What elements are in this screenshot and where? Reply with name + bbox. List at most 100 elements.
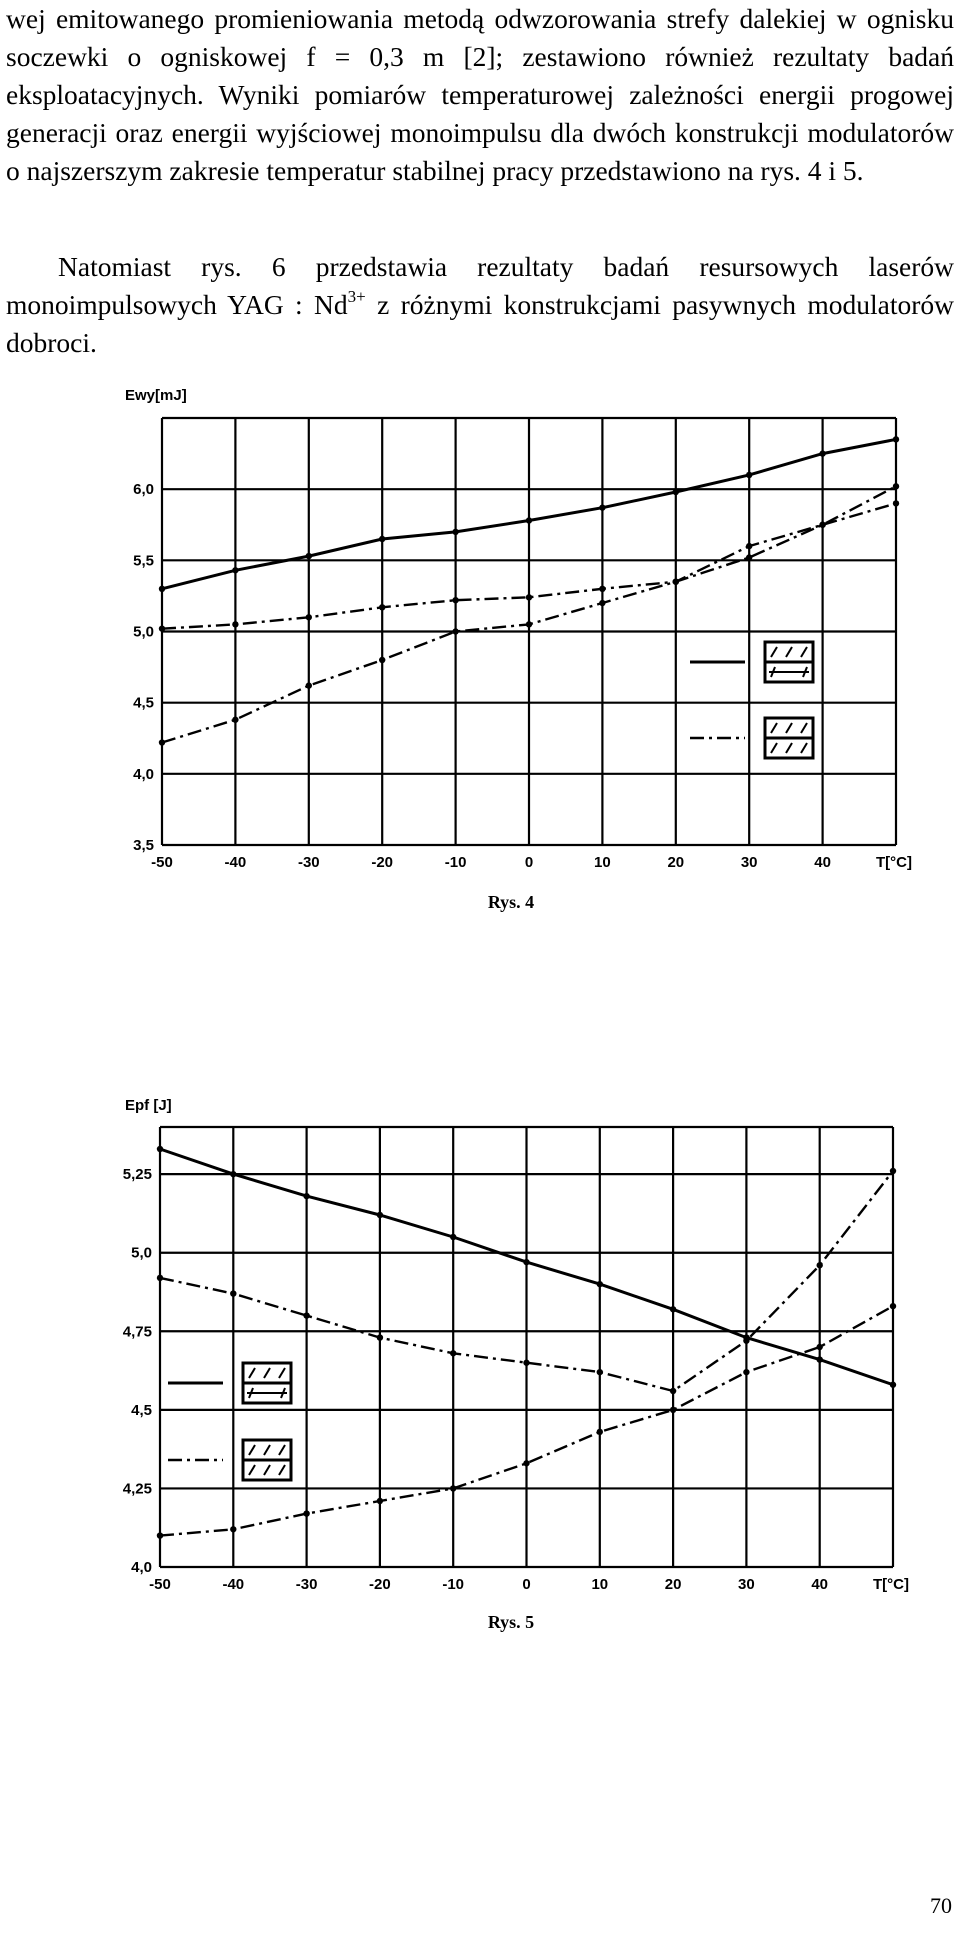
modulator-icon bbox=[763, 640, 815, 684]
data-point bbox=[669, 1306, 677, 1313]
data-point bbox=[743, 1337, 750, 1344]
data-point bbox=[376, 1211, 384, 1219]
data-point bbox=[450, 1350, 457, 1357]
data-point bbox=[232, 716, 239, 723]
data-point bbox=[452, 628, 459, 635]
y-tick-label: 3,5 bbox=[133, 837, 154, 854]
curves-rys-5 bbox=[156, 1145, 897, 1539]
data-point bbox=[232, 567, 239, 574]
x-tick-label: -20 bbox=[371, 854, 393, 871]
curves-rys-4 bbox=[158, 436, 900, 746]
paragraph-1: wej emitowanego promieniowania metodą od… bbox=[6, 3, 954, 186]
x-tick-label: 0 bbox=[522, 1576, 530, 1593]
data-point bbox=[523, 1359, 530, 1366]
data-point bbox=[889, 1381, 897, 1388]
data-point bbox=[596, 1280, 603, 1288]
data-point bbox=[450, 1233, 457, 1241]
x-tick-label: -10 bbox=[442, 1576, 464, 1593]
modulator-icon bbox=[241, 1361, 293, 1405]
data-point bbox=[669, 1406, 677, 1414]
data-point bbox=[596, 1368, 603, 1376]
superscript-3plus: 3+ bbox=[347, 287, 366, 306]
data-point bbox=[892, 500, 900, 507]
data-point bbox=[746, 471, 753, 479]
legend-rys-4 bbox=[690, 640, 815, 760]
grid-rys-5 bbox=[158, 1125, 895, 1569]
x-tick-label: 40 bbox=[814, 854, 831, 871]
data-point bbox=[230, 1526, 237, 1533]
data-point bbox=[599, 504, 606, 511]
data-point bbox=[230, 1170, 237, 1178]
data-point bbox=[889, 1167, 897, 1175]
data-point bbox=[379, 604, 386, 611]
data-point bbox=[743, 1368, 750, 1376]
y-tick-label: 5,5 bbox=[133, 552, 154, 569]
data-point bbox=[230, 1290, 237, 1297]
data-point bbox=[672, 488, 679, 496]
data-point bbox=[303, 1192, 310, 1200]
y-tick-label: 5,0 bbox=[131, 1245, 152, 1262]
modulator-icon bbox=[763, 716, 815, 760]
data-point bbox=[669, 1387, 677, 1395]
data-point bbox=[596, 1428, 603, 1436]
page-number: 70 bbox=[930, 1893, 952, 1918]
x-tick-label: -40 bbox=[225, 854, 247, 871]
data-point bbox=[525, 621, 533, 628]
data-point bbox=[303, 1510, 310, 1517]
x-tick-label: -40 bbox=[222, 1576, 244, 1593]
y-tick-label: 4,5 bbox=[131, 1402, 152, 1419]
labels-rys-5: 4,0 4,25 4,5 4,75 5,0 5,25 -50 -40 -30 -20 -10 0 10 2… bbox=[123, 1097, 909, 1632]
y-tick-label: 4,75 bbox=[123, 1323, 152, 1340]
x-tick-label: -30 bbox=[296, 1576, 318, 1593]
data-point bbox=[746, 554, 753, 561]
y-tick-label: 5,0 bbox=[133, 624, 154, 641]
x-tick-label: 30 bbox=[741, 854, 758, 871]
data-point bbox=[523, 1460, 530, 1467]
paragraph-2: Natomiast rys. 6 przedstawia rezultaty b… bbox=[6, 248, 954, 362]
data-point bbox=[303, 1312, 310, 1319]
x-tick-label: -10 bbox=[445, 854, 467, 871]
data-point bbox=[156, 1532, 164, 1539]
data-point bbox=[892, 483, 900, 490]
x-tick-label: 30 bbox=[738, 1576, 755, 1593]
grid-rys-4 bbox=[160, 416, 898, 847]
x-tick-label: 40 bbox=[811, 1576, 828, 1593]
y-tick-label: 4,25 bbox=[123, 1480, 152, 1497]
data-point bbox=[158, 585, 166, 592]
data-point bbox=[158, 739, 166, 746]
x-tick-label: -20 bbox=[369, 1576, 391, 1593]
data-point bbox=[746, 542, 753, 550]
data-point bbox=[816, 1356, 823, 1363]
y-tick-label: 5,25 bbox=[123, 1166, 152, 1183]
data-point bbox=[379, 535, 386, 543]
x-tick-label: 20 bbox=[665, 1576, 682, 1593]
x-tick-label: 0 bbox=[525, 854, 533, 871]
paragraph-2-end: z różnymi konstrukcjami pasywnych modula… bbox=[6, 289, 954, 358]
legend-rys-5 bbox=[168, 1361, 293, 1482]
data-point bbox=[599, 599, 606, 607]
data-point bbox=[819, 450, 826, 457]
paragraph-2-main: Natomiast rys. 6 przedstawia rezultaty b… bbox=[6, 251, 954, 320]
y-axis-label: Ewy[mJ] bbox=[125, 387, 187, 404]
data-point bbox=[305, 552, 312, 560]
y-tick-label: 6,0 bbox=[133, 481, 154, 498]
x-axis-label: T[°C] bbox=[876, 854, 912, 871]
x-tick-label: -30 bbox=[298, 854, 320, 871]
figure-caption: Rys. 5 bbox=[488, 1612, 534, 1632]
x-tick-label: 10 bbox=[591, 1576, 608, 1593]
modulator-icon bbox=[241, 1438, 293, 1482]
data-point bbox=[599, 585, 606, 592]
data-point bbox=[892, 436, 900, 443]
data-point bbox=[525, 594, 533, 601]
data-point bbox=[523, 1258, 530, 1266]
data-point bbox=[376, 1497, 384, 1505]
y-tick-label: 4,5 bbox=[133, 695, 154, 712]
data-point bbox=[156, 1274, 164, 1282]
data-point bbox=[450, 1485, 457, 1492]
x-tick-label: -50 bbox=[149, 1576, 171, 1593]
data-point bbox=[525, 517, 533, 524]
data-point bbox=[305, 614, 312, 621]
y-tick-label: 4,0 bbox=[131, 1559, 152, 1576]
data-point bbox=[452, 528, 459, 536]
data-point bbox=[232, 621, 239, 628]
